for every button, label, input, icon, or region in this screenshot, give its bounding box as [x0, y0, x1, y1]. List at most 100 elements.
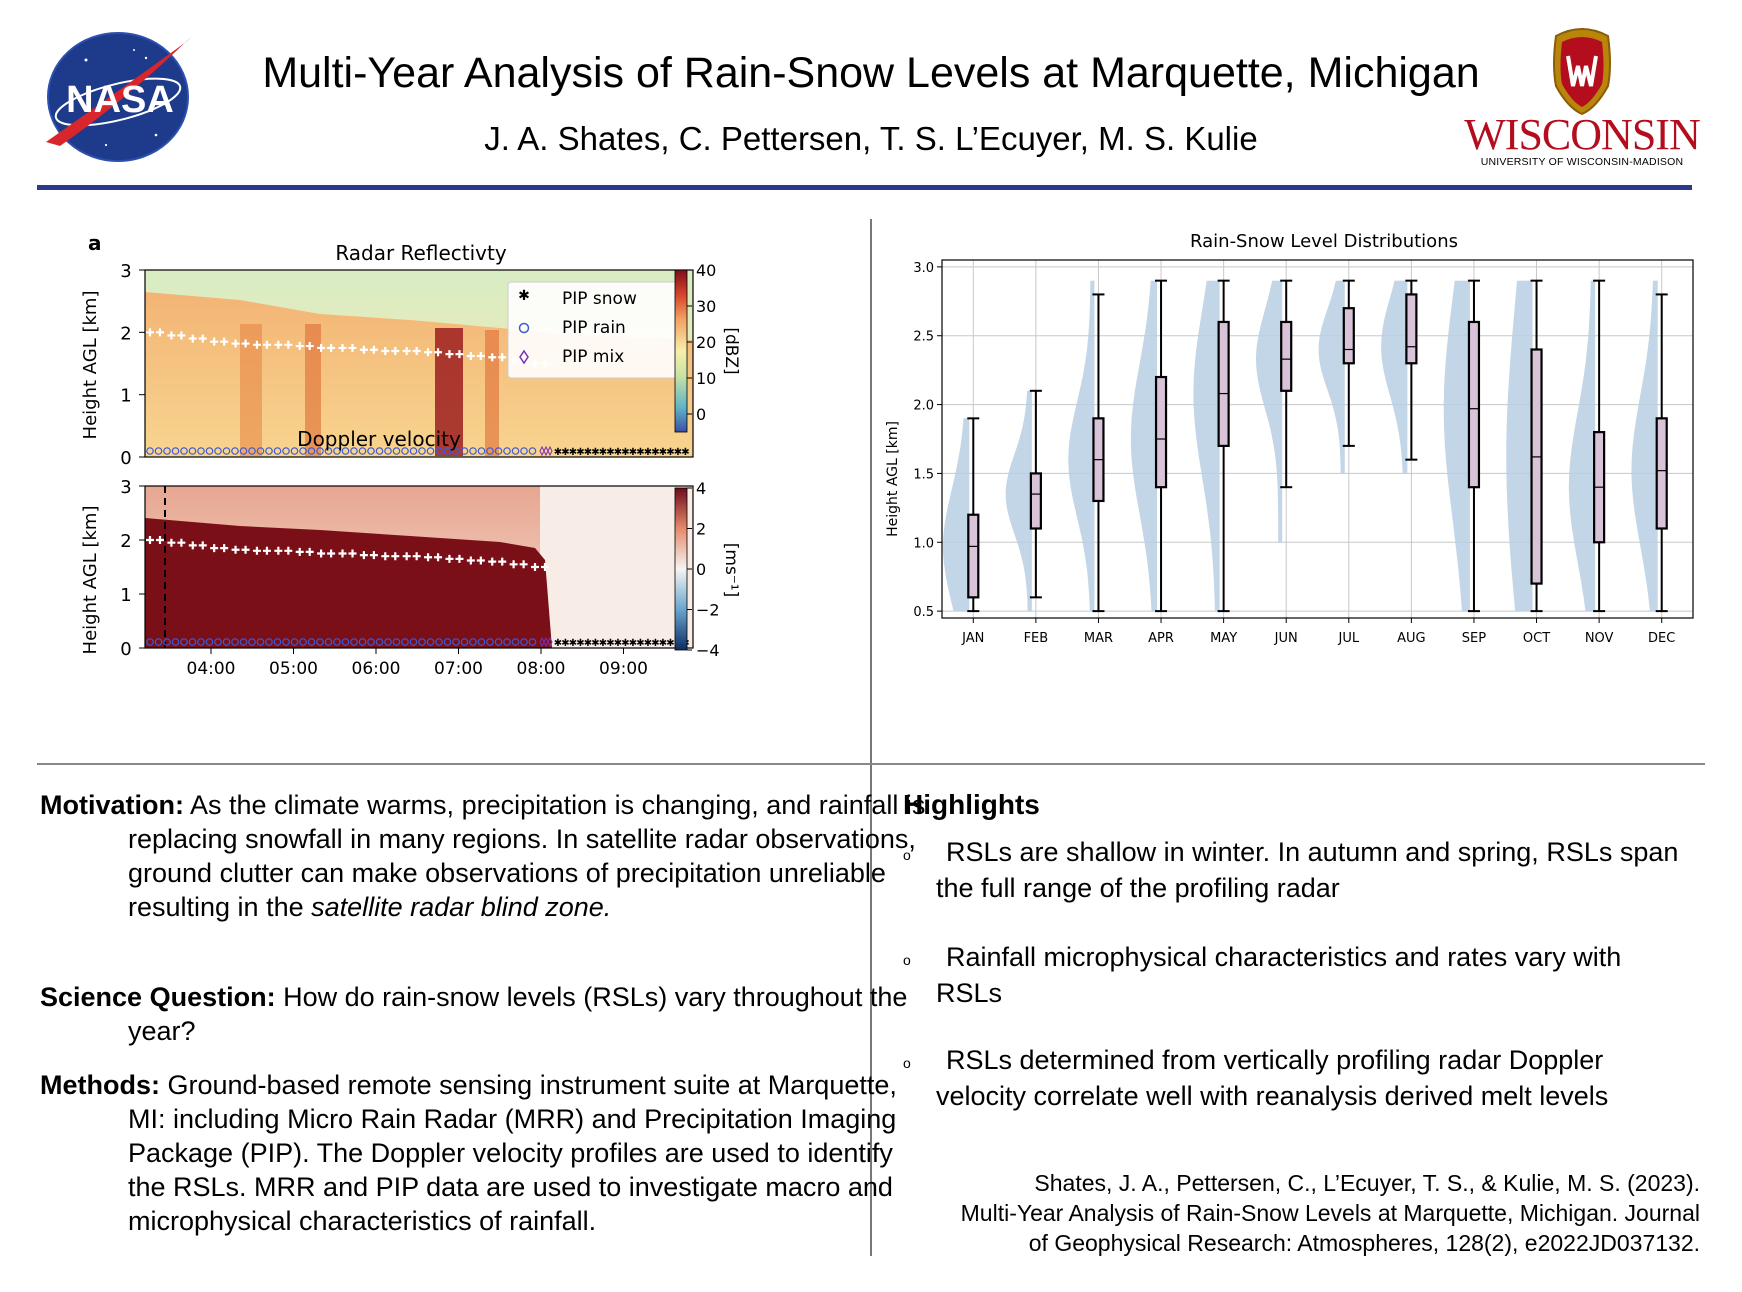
- pip-rain-marker: [341, 447, 350, 455]
- x-tick-label: JAN: [961, 631, 984, 646]
- pip-rain-marker: [486, 447, 494, 455]
- science-text: How do rain-snow levels (RSLs) vary thro…: [128, 982, 908, 1046]
- panel-label: a: [88, 231, 102, 255]
- pip-rain-marker: [367, 447, 375, 455]
- rsl-marker: [146, 536, 154, 544]
- pip-rain-marker: [494, 447, 503, 455]
- pip-rain-marker: [188, 447, 197, 455]
- pip-rain-marker: [316, 638, 324, 646]
- pip-rain-marker: [469, 638, 477, 646]
- rsl-marker: [466, 352, 475, 361]
- rsl-marker: [177, 538, 186, 547]
- x-tick-label: SEP: [1462, 631, 1486, 646]
- pip-snow-marker: ✱: [629, 638, 637, 649]
- colorbar-tick-label: 2: [696, 520, 706, 539]
- highlight-item: o RSLs determined from vertically profil…: [903, 1042, 1693, 1114]
- pip-rain-marker: [477, 447, 486, 455]
- pip-rain-marker: [146, 638, 154, 646]
- rsl-marker: [498, 557, 507, 566]
- rsl-marker: [327, 343, 336, 352]
- pip-rain-marker: [273, 638, 282, 646]
- doppler-frame: [144, 485, 694, 649]
- rsl-marker: [241, 545, 250, 554]
- pip-rain-marker: [409, 447, 418, 455]
- pip-snow-marker: ✱: [606, 638, 614, 649]
- rsl-markers-doppler: [146, 536, 549, 571]
- pip-rain-marker: [503, 447, 511, 455]
- pip-snow-marker: ✱: [614, 638, 622, 649]
- pip-snow-marker: ✱: [599, 638, 607, 649]
- y-tick-label: 1.5: [913, 467, 934, 482]
- pip-rain-marker: [435, 638, 443, 646]
- rsl-marker: [210, 544, 219, 553]
- y-tick-label: 3: [120, 261, 131, 282]
- pip-rain-marker: [180, 447, 188, 455]
- rsl-marker: [402, 347, 411, 356]
- rsl-marker: [434, 553, 443, 562]
- pip-snow-marker: ✱: [569, 447, 577, 458]
- doppler-colorbar: [674, 487, 688, 651]
- reflectivity-colorbar: [674, 269, 688, 433]
- pip-snow-marker: ✱: [621, 638, 629, 649]
- rsl-marker: [369, 345, 378, 354]
- box: [1530, 348, 1543, 585]
- y-tick-label: 0: [120, 639, 131, 660]
- pip-mix-marker: [539, 445, 545, 457]
- pip-rain-marker: [426, 447, 435, 455]
- citation-line: of Geophysical Research: Atmospheres, 12…: [1028, 1230, 1700, 1256]
- pip-rain-marker: [358, 638, 367, 646]
- rsl-marker: [241, 339, 250, 348]
- methods-text: Ground-based remote sensing instrument s…: [128, 1070, 897, 1236]
- pip-rain-marker: [469, 447, 477, 455]
- rsl-marker: [274, 546, 283, 555]
- figure-a: a Radar Reflectivty ✱ ✱ ✱ ✱ ✱ ✱ ✱ ✱ ✱ ✱ ✱ ✱ ✱ ✱ ✱ ✱ ✱ ✱ 0…: [80, 231, 740, 679]
- rsl-marker: [476, 352, 485, 361]
- y-tick-label: 2: [120, 323, 131, 344]
- pip-rain-marker: [248, 638, 256, 646]
- colorbar-tick-label: 40: [696, 261, 716, 280]
- pip-rain-marker: [333, 447, 341, 455]
- doppler-colorbar-ticks: 4 2 0 −2 −4: [687, 479, 720, 660]
- pip-snow-marker: ✱: [651, 638, 659, 649]
- rsl-marker: [402, 552, 411, 561]
- pip-rain-marker: [384, 638, 392, 646]
- rsl-marker: [305, 547, 314, 556]
- reflectivity-colorbar-label: [dBZ]: [721, 327, 740, 374]
- doppler-field-late: [540, 486, 693, 648]
- pip-rain-marker: [154, 638, 163, 646]
- x-tick-label: DEC: [1648, 631, 1675, 646]
- violin: [943, 418, 970, 612]
- rsl-marker: [295, 342, 304, 351]
- pip-rain-marker: [265, 638, 273, 646]
- pip-snow-marker: ✱: [606, 447, 614, 458]
- pip-rain-marker: [520, 447, 528, 455]
- bullet-icon: o: [903, 952, 911, 968]
- methods-paragraph: Methods: Ground-based remote sensing ins…: [40, 1068, 928, 1238]
- pip-snow-marker: ✱: [659, 638, 667, 649]
- pip-mix-marker: [547, 445, 553, 457]
- box: [1280, 320, 1293, 392]
- rsl-marker: [455, 350, 464, 359]
- pip-rain-marker: [401, 638, 409, 646]
- pip-snow-marker: ✱: [636, 638, 644, 649]
- x-tick-label: MAY: [1210, 631, 1237, 646]
- motivation-lead: Motivation:: [40, 790, 184, 820]
- pip-mix-marker: [547, 636, 553, 648]
- pip-rain-marker: [163, 447, 171, 455]
- pip-rain-marker: [384, 447, 392, 455]
- pip-snow-marker: ✱: [561, 447, 569, 458]
- pip-rain-marker: [299, 447, 307, 455]
- colorbar-tick-label: −2: [696, 601, 720, 620]
- colorbar-tick-label: 0: [696, 405, 706, 424]
- science-question-paragraph: Science Question: How do rain-snow level…: [40, 980, 928, 1048]
- rsl-marker: [146, 328, 154, 337]
- box: [967, 513, 980, 599]
- doppler-colorbar-label: [ms⁻¹]: [721, 543, 740, 597]
- rsl-marker: [220, 337, 229, 346]
- x-tick-label: JUL: [1337, 631, 1359, 646]
- pip-rain-marker: [214, 447, 222, 455]
- y-tick-label: 3: [120, 477, 131, 498]
- rsl-marker: [541, 563, 549, 571]
- rsl-marker: [252, 340, 261, 349]
- pip-rain-marker: [197, 447, 205, 455]
